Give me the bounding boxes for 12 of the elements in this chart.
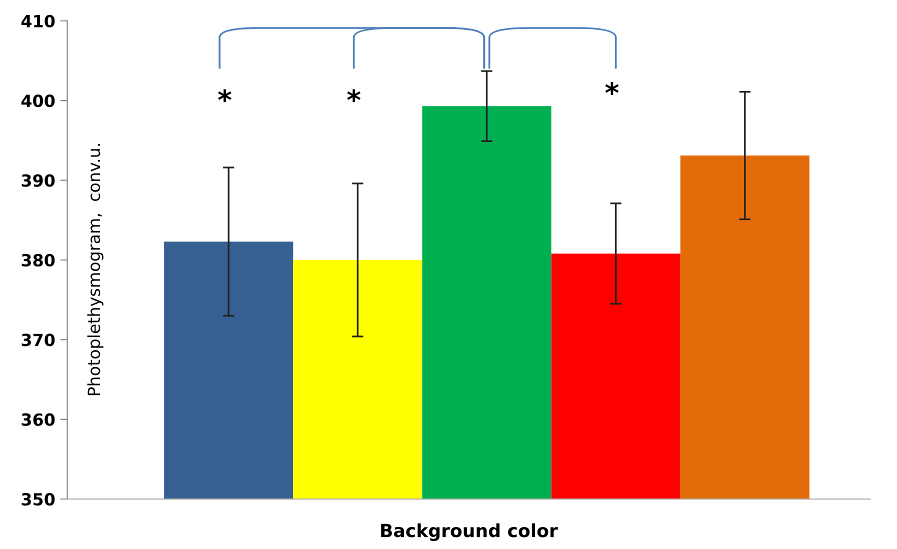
y-tick-label: 380 xyxy=(22,254,55,267)
y-axis-title: Photoplethysmogram, conv.u. xyxy=(87,144,104,396)
annotation: * xyxy=(605,82,619,95)
annotation: * xyxy=(347,89,361,102)
y-tick-label: 350 xyxy=(22,493,55,506)
y-tick-label: 400 xyxy=(21,94,55,108)
y-tick-label: 390 xyxy=(22,174,55,187)
annotation: * xyxy=(218,89,232,102)
y-tick-label: 370 xyxy=(22,334,55,346)
x-axis-title: Background color xyxy=(381,523,558,541)
y-tick-label: 410 xyxy=(21,14,55,28)
y-tick-label: 360 xyxy=(22,413,55,426)
